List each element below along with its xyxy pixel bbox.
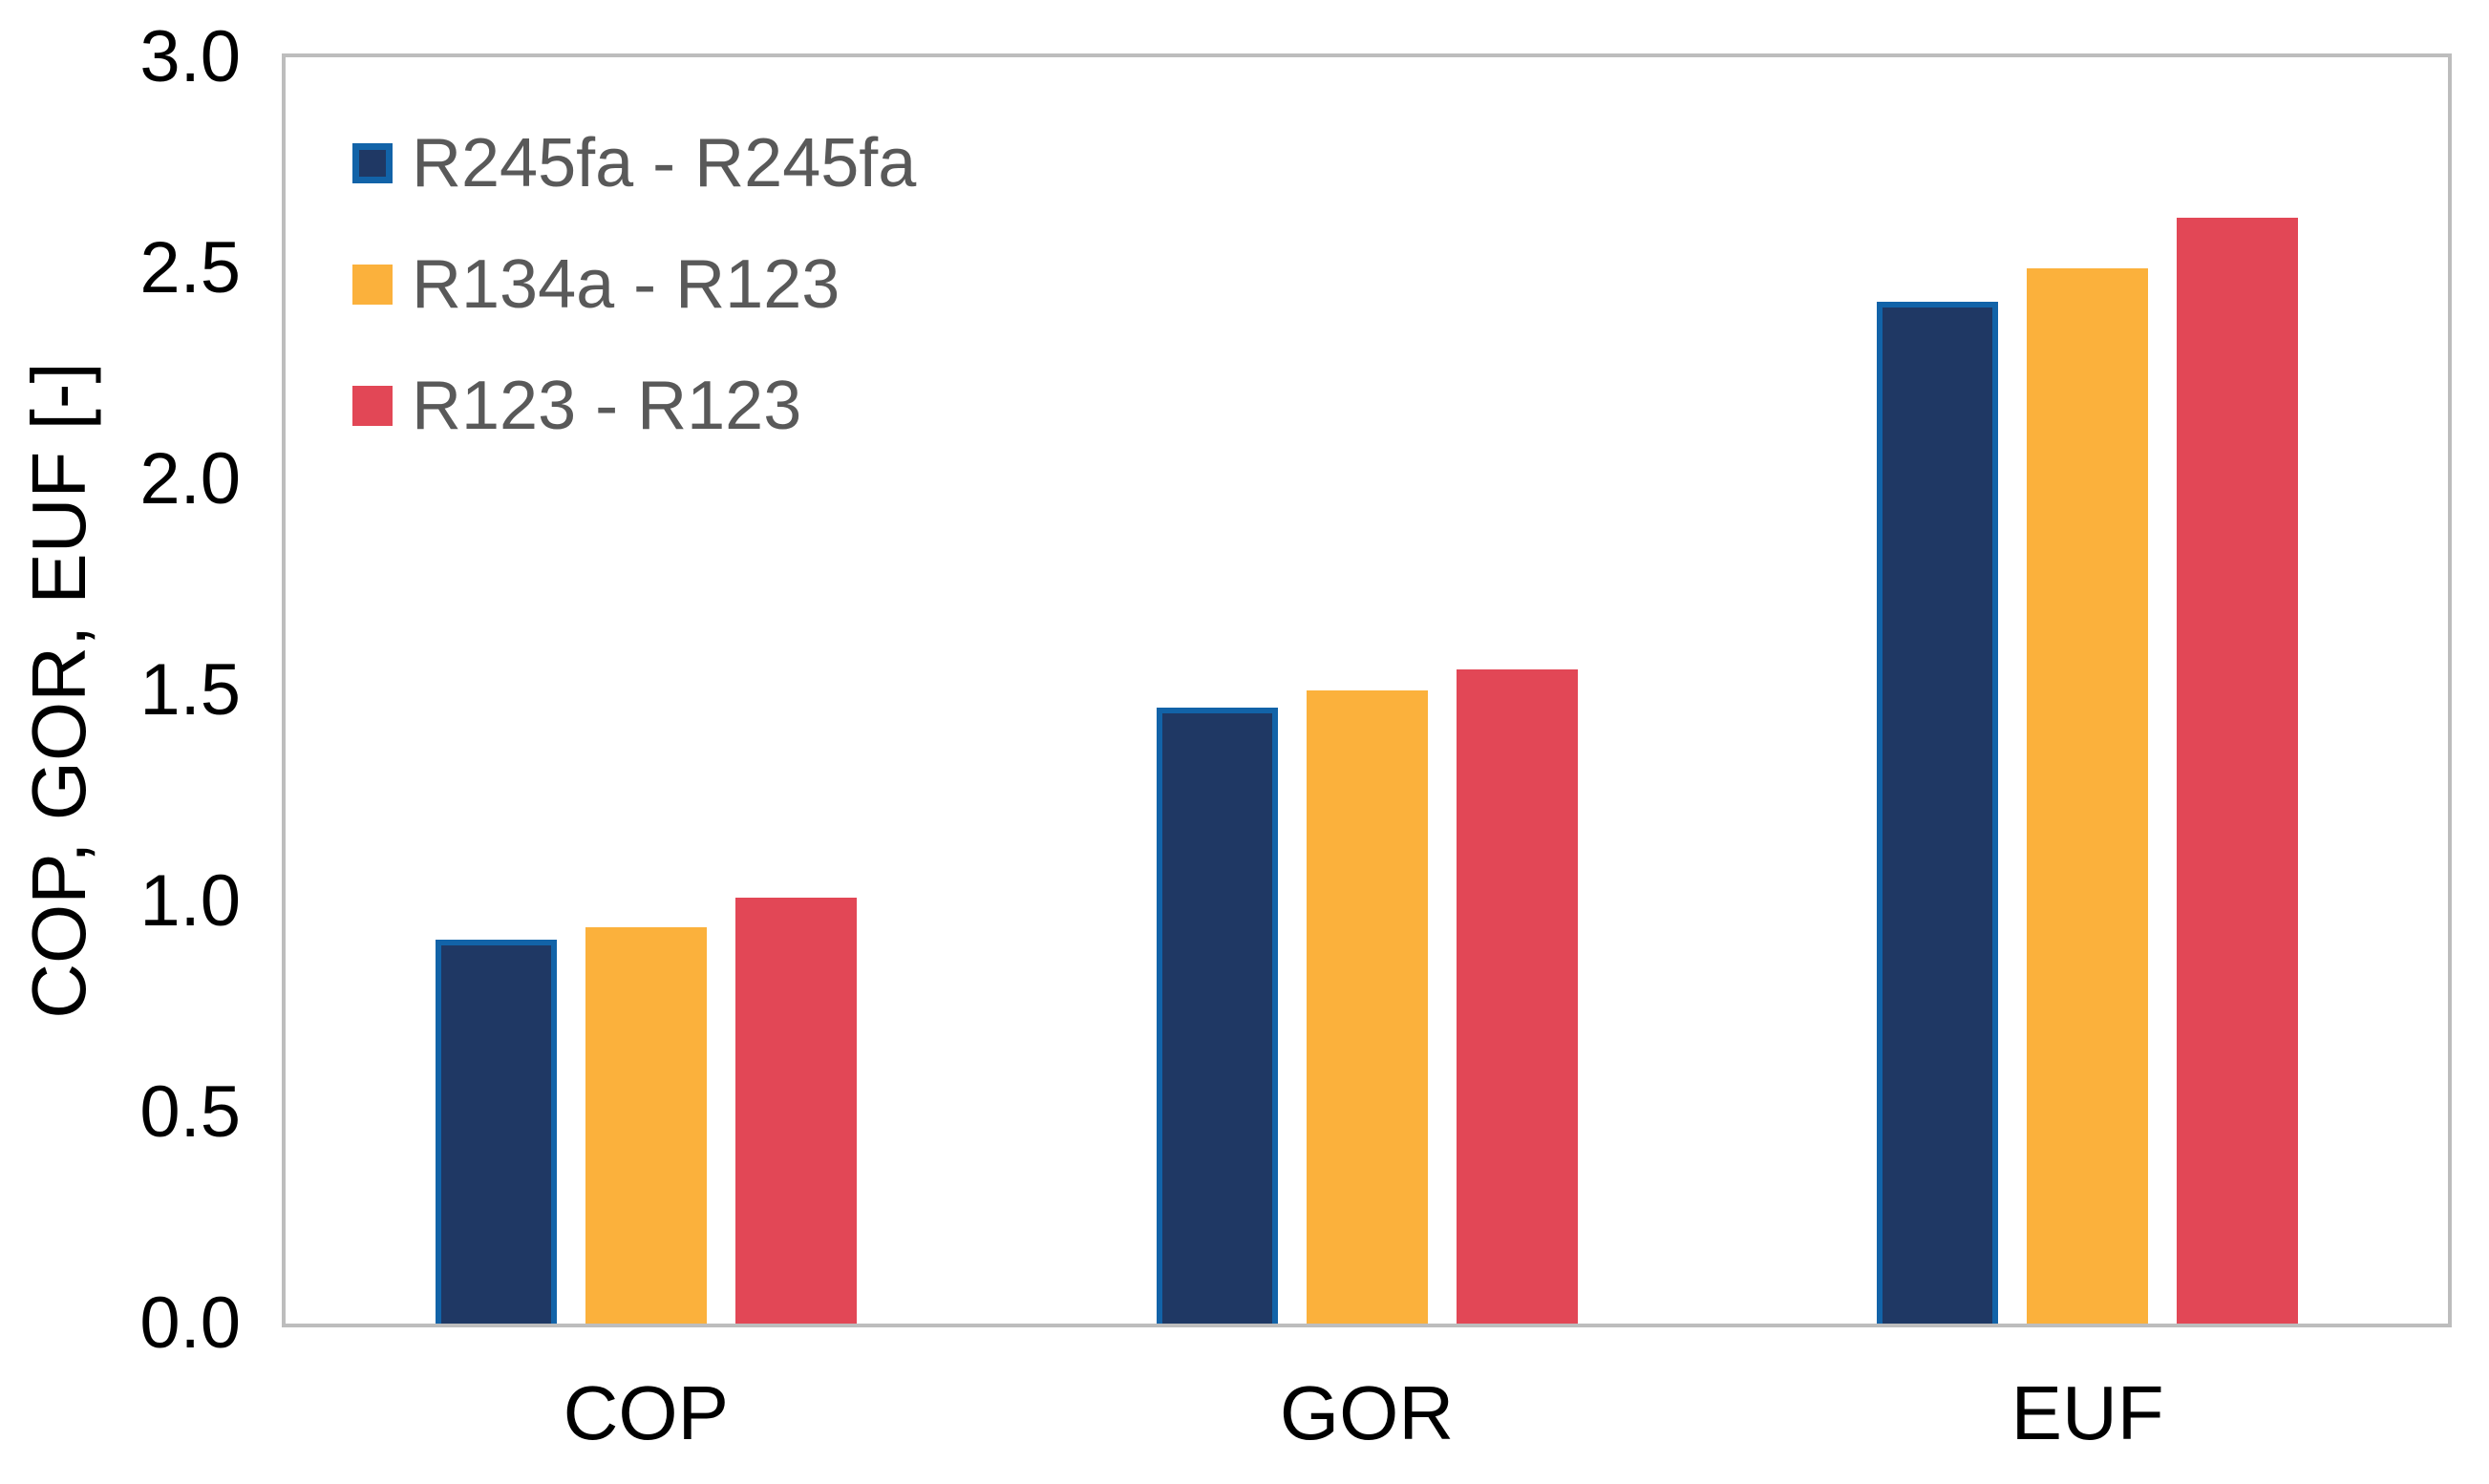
bar-group-euf — [1877, 57, 2299, 1324]
bar — [2177, 218, 2299, 1324]
legend-row: R245fa - R245fa — [352, 129, 916, 198]
bar — [734, 898, 857, 1324]
x-category-label: GOR — [1279, 1370, 1455, 1455]
legend-swatch-icon — [352, 265, 393, 305]
legend-label: R123 - R123 — [412, 368, 802, 444]
y-tick-label: 0.0 — [139, 1283, 241, 1364]
legend-label: R245fa - R245fa — [412, 125, 917, 201]
legend-row: R123 - R123 — [352, 371, 916, 440]
plot-area: R245fa - R245fa R134a - R123 R123 - R123 — [282, 53, 2452, 1327]
y-tick-label: 1.5 — [139, 649, 241, 731]
bar — [1877, 302, 1999, 1324]
y-tick-label: 2.0 — [139, 438, 241, 519]
y-tick-label: 0.5 — [139, 1071, 241, 1153]
y-tick-label: 1.0 — [139, 860, 241, 942]
legend-swatch-icon — [352, 143, 393, 183]
y-tick-label: 2.5 — [139, 227, 241, 308]
bar — [435, 940, 557, 1324]
bar — [1156, 708, 1278, 1324]
legend-label: R134a - R123 — [412, 246, 840, 323]
bar — [585, 927, 707, 1324]
legend: R245fa - R245fa R134a - R123 R123 - R123 — [352, 129, 916, 493]
bar — [1306, 690, 1428, 1324]
x-category-label: EUF — [2010, 1370, 2164, 1455]
legend-row: R134a - R123 — [352, 250, 916, 319]
bar — [2027, 268, 2149, 1324]
y-tick-label: 3.0 — [139, 16, 241, 97]
x-category-label: COP — [563, 1370, 729, 1455]
legend-swatch-icon — [352, 386, 393, 426]
bar — [1456, 669, 1578, 1324]
bar-group-cop — [435, 57, 857, 1324]
bar-group-gor — [1156, 57, 1578, 1324]
